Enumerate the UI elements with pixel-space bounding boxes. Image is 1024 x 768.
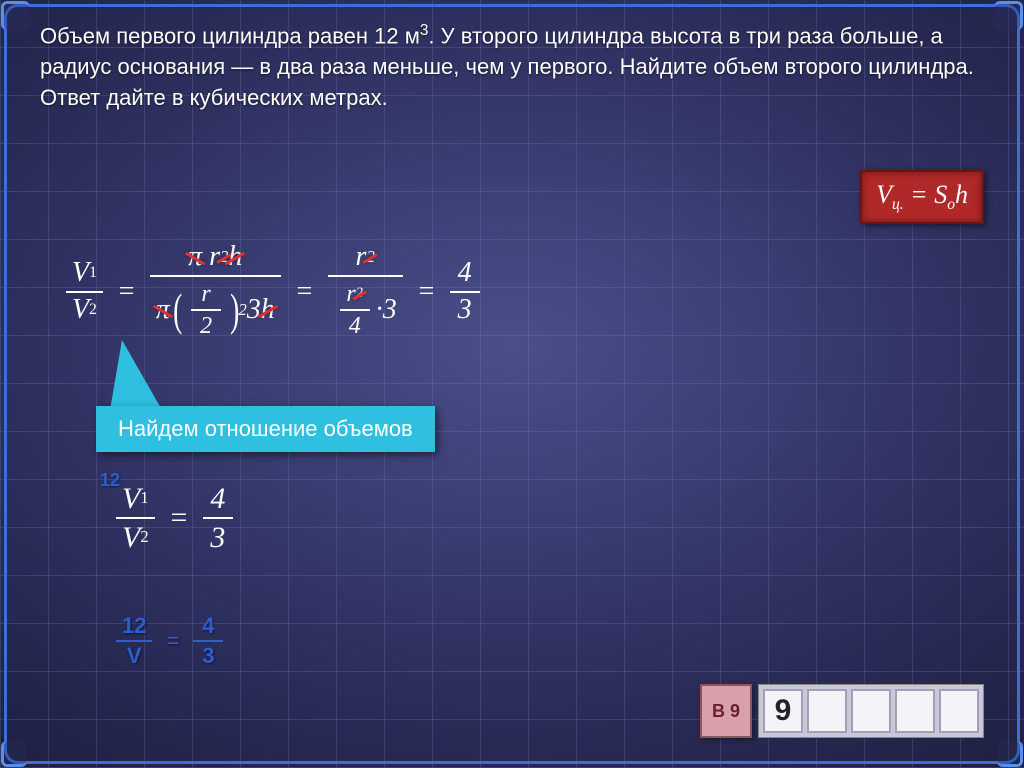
problem-text: Объем первого цилиндра равен 12 м3. У вт… [40, 20, 984, 114]
rhalf-num: r [195, 279, 216, 309]
answer-cell-3 [851, 689, 891, 733]
formula-sub2: о [947, 196, 955, 213]
rhalf-den: 2 [194, 311, 218, 341]
s3-V: V [121, 642, 148, 670]
v1: V [72, 258, 89, 289]
derivation-row: V1 V2 = π r2h π ( r 2 )2 3h = r2 r2 [60, 240, 486, 344]
frac-big: π r2h π ( r 2 )2 3h [150, 240, 281, 344]
pi-bot: π [156, 295, 170, 326]
s2-3: 3 [204, 519, 231, 556]
formula-eq: = [904, 180, 935, 209]
step3-frac-43: 4 3 [193, 612, 223, 670]
s2v1: V [122, 482, 140, 515]
formula-sub1: ц. [892, 196, 904, 213]
sub1: 1 [89, 265, 97, 282]
frac-4-3: 4 3 [450, 256, 480, 328]
three: 3 [247, 295, 261, 326]
s3eq: = [166, 628, 179, 654]
eq2: = [295, 276, 314, 308]
answer-cell-4 [895, 689, 935, 733]
paren-sq: 2 [238, 301, 246, 319]
answer-cell-2 [807, 689, 847, 733]
step2-frac-v: V1 V2 [116, 480, 155, 556]
ans-den: 3 [452, 293, 478, 328]
s3-4: 4 [196, 612, 220, 640]
ans-num: 4 [452, 256, 478, 291]
r2-over-4: r2 4 [340, 279, 370, 342]
formula-S: S [934, 180, 947, 209]
s2s1: 1 [140, 489, 148, 507]
eq3: = [417, 276, 436, 308]
s2-4: 4 [204, 480, 231, 517]
callout-tail [110, 340, 162, 410]
callout-box: Найдем отношение объемов [96, 406, 435, 452]
answer-row: В 9 9 [700, 684, 984, 738]
h-top: h [228, 242, 242, 273]
four-den: 4 [343, 311, 367, 341]
lparen: ( [173, 292, 182, 329]
r-over-2: r 2 [191, 279, 221, 342]
r2top: r [356, 242, 367, 273]
answer-cell-1: 9 [763, 689, 803, 733]
formula-h: h [955, 180, 968, 209]
frac-v1-v2: V1 V2 [66, 256, 103, 328]
volume-formula-box: Vц. = Sоh [860, 170, 984, 224]
problem-label: В 9 [700, 684, 752, 738]
sub2: 2 [89, 302, 97, 319]
step3-equation: 12 V = 4 3 [110, 612, 229, 670]
r2bot-sup: 2 [356, 286, 363, 302]
s3-12: 12 [116, 612, 152, 640]
s3-3: 3 [196, 642, 220, 670]
r-top: r [209, 242, 220, 273]
s2eq: = [169, 501, 189, 535]
s2s2: 2 [140, 528, 148, 546]
formula-V: V [876, 180, 892, 209]
eq1: = [117, 276, 136, 308]
answer-cells: 9 [758, 684, 984, 738]
step2-equation: V1 V2 = 4 3 [110, 480, 239, 556]
answer-cell-5 [939, 689, 979, 733]
h-bot: h [261, 295, 275, 326]
r2top-sup: 2 [366, 248, 374, 266]
r2bot: r [346, 281, 355, 307]
frac-r2: r2 r2 4 ·3 [328, 240, 403, 344]
step3-frac-12v: 12 V [116, 612, 152, 670]
step2-frac-43: 4 3 [203, 480, 233, 556]
pi-top: π [188, 242, 202, 273]
problem-part1: Объем первого цилиндра равен 12 м [40, 23, 420, 48]
rparen: ) [230, 292, 239, 329]
s2v2: V [122, 521, 140, 554]
v2: V [72, 295, 89, 326]
dot3: ·3 [376, 295, 397, 326]
